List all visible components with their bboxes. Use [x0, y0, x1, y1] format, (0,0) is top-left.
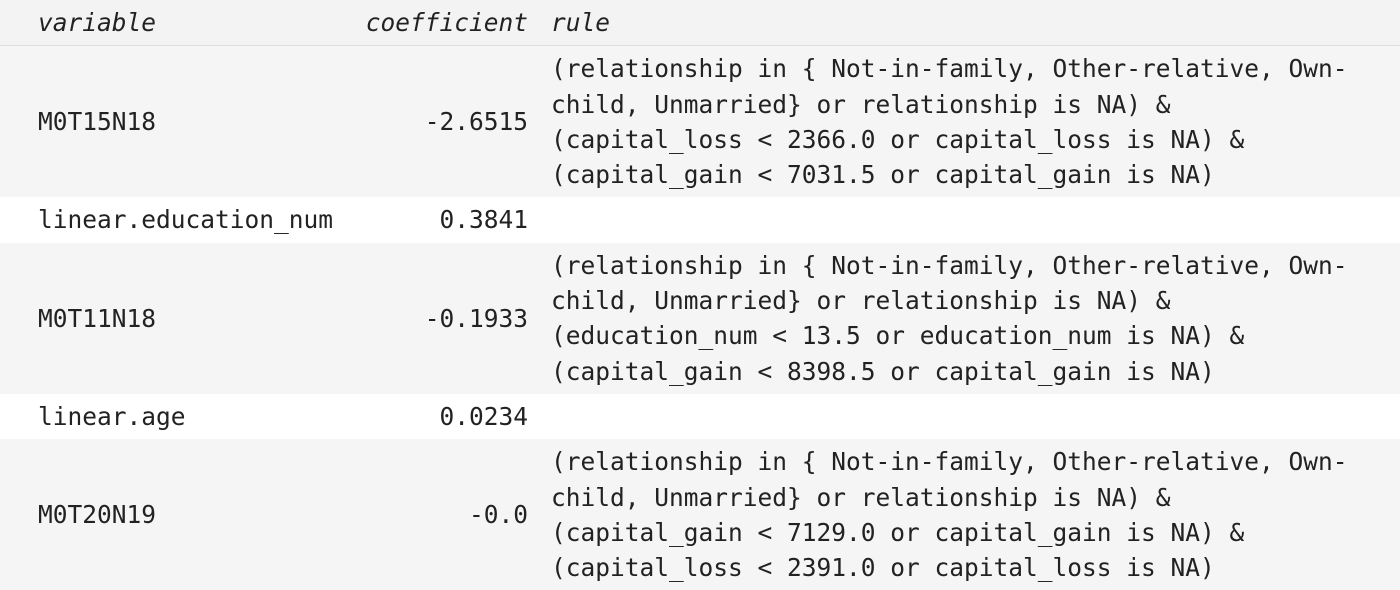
- rule-text: (relationship in { Not-in-family, Other-…: [551, 54, 1348, 190]
- table-cell: -2.6515: [345, 45, 535, 198]
- column-header: variable: [0, 0, 345, 47]
- table-cell: linear.education_num: [0, 197, 345, 243]
- table-cell: (relationship in { Not-in-family, Other-…: [535, 45, 1400, 198]
- table-row: M0T15N18 -2.6515 (relationship in { Not-in…: [0, 45, 1400, 198]
- rule-text: (relationship in { Not-in-family, Other-…: [551, 250, 1348, 386]
- table-cell: linear.age: [0, 393, 345, 440]
- table-row: M0T11N18 -0.1933 (relationship in { Not-in…: [0, 242, 1400, 394]
- table-cell: [535, 197, 1400, 243]
- table-cell: M0T11N18: [0, 242, 345, 394]
- table-cell: 0.0234: [345, 393, 535, 440]
- table-body: M0T15N18 -2.6515 (relationship in { Not-in…: [0, 45, 1400, 590]
- table-cell: 0.3841: [345, 197, 535, 243]
- rule-text: (relationship in { Not-in-family, Other-…: [551, 447, 1348, 583]
- column-header: rule: [535, 0, 1400, 47]
- table-cell: -0.0: [345, 439, 535, 590]
- table-cell: [535, 393, 1400, 440]
- table-header: variable coefficient rule: [0, 0, 1400, 47]
- table-cell: (relationship in { Not-in-family, Other-…: [535, 439, 1400, 590]
- table-cell: M0T20N19: [0, 439, 345, 590]
- table-cell: (relationship in { Not-in-family, Other-…: [535, 242, 1400, 394]
- table-row: linear.education_num 0.3841: [0, 197, 1400, 243]
- table-row: linear.age 0.0234: [0, 393, 1400, 440]
- table-cell: M0T15N18: [0, 45, 345, 198]
- header-row: variable coefficient rule: [0, 0, 1400, 47]
- table-cell: -0.1933: [345, 242, 535, 394]
- column-header: coefficient: [345, 0, 535, 47]
- table-row: M0T20N19 -0.0 (relationship in { Not-in-fa…: [0, 439, 1400, 590]
